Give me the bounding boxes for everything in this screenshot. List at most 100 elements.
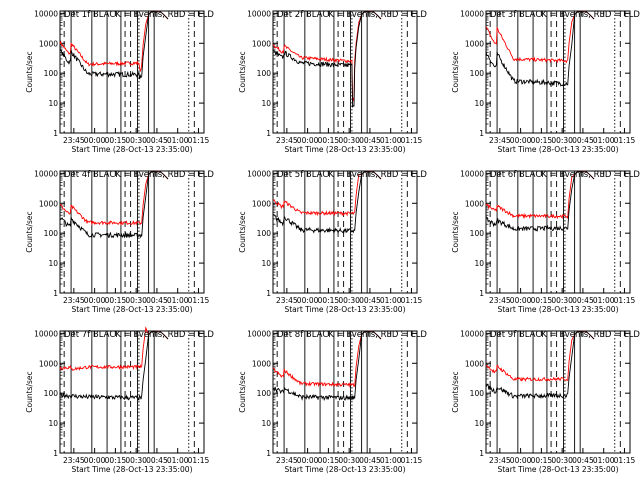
x-tick-label: 00:15 <box>531 296 553 305</box>
x-tick-label: 01:00 <box>593 456 615 465</box>
x-tick-label: 23:45 <box>276 456 298 465</box>
series-events-black <box>272 170 382 235</box>
series-lld-red <box>59 170 169 226</box>
title-detector: Det 7f <box>64 330 93 340</box>
y-axis-label: Counts/sec <box>451 51 460 92</box>
x-tick-label: 00:15 <box>531 136 553 145</box>
y-tick-label: 1 <box>53 129 58 138</box>
panel-title: Det 1f BLACK = Events, RED = LLD <box>64 10 214 20</box>
y-tick-label: 10000 <box>247 9 271 18</box>
series-lld-red <box>272 170 382 217</box>
y-tick-label: 10 <box>261 259 271 268</box>
panel-4: 1 10 100 1000 10000 23:45 00:00 00:15 00:30 00:45… <box>25 169 214 314</box>
y-tick-label: 1000 <box>252 359 271 368</box>
x-tick-label: 01:15 <box>401 136 423 145</box>
title-black-legend: BLACK = Events, <box>93 10 168 20</box>
y-tick-label: 1000 <box>465 199 484 208</box>
title-detector: Det 3f <box>490 10 519 20</box>
x-axis-label: Start Time (28-Oct-13 23:35:00) <box>284 305 405 314</box>
y-tick-label: 1 <box>53 449 58 458</box>
y-tick-label: 1000 <box>252 199 271 208</box>
series-lld-red <box>485 170 595 220</box>
x-tick-label: 23:45 <box>489 136 511 145</box>
series-events-black <box>59 10 169 80</box>
x-tick-label: 23:45 <box>489 456 511 465</box>
panel-title: Det 6f BLACK = Events, RED = LLD <box>490 170 640 180</box>
y-axis-label: Counts/sec <box>25 51 34 92</box>
axes-frame <box>59 170 205 294</box>
x-axis-label: Start Time (28-Oct-13 23:35:00) <box>284 145 405 154</box>
x-tick-label: 01:15 <box>614 296 636 305</box>
x-tick-label: 01:00 <box>167 456 189 465</box>
y-tick-label: 10000 <box>460 9 484 18</box>
x-tick-label: 01:15 <box>188 456 210 465</box>
y-tick-label: 10 <box>261 99 271 108</box>
title-detector: Det 1f <box>64 10 93 20</box>
x-tick-label: 00:30 <box>551 456 573 465</box>
axes-frame <box>59 330 205 454</box>
x-tick-label: 01:00 <box>380 296 402 305</box>
y-axis-label: Counts/sec <box>238 211 247 252</box>
y-axis-label: Counts/sec <box>451 371 460 412</box>
x-tick-label: 01:00 <box>380 136 402 145</box>
x-tick-label: 23:45 <box>489 296 511 305</box>
y-tick-label: 10 <box>48 259 58 268</box>
series-events-black <box>59 330 169 401</box>
y-tick-label: 10000 <box>34 9 58 18</box>
y-tick-label: 10 <box>474 419 484 428</box>
x-tick-label: 00:30 <box>338 136 360 145</box>
y-tick-label: 1 <box>266 449 271 458</box>
title-red-legend: RED = LLD <box>168 10 215 20</box>
axes-frame <box>272 170 418 294</box>
axes-frame <box>485 10 631 134</box>
series-lld-red <box>272 330 382 388</box>
x-tick-label: 00:15 <box>318 296 340 305</box>
series-events-black <box>272 330 382 402</box>
title-red-legend: RED = LLD <box>594 10 640 20</box>
title-red-legend: RED = LLD <box>168 330 215 340</box>
x-tick-label: 00:00 <box>297 296 319 305</box>
x-tick-label: 00:30 <box>338 296 360 305</box>
y-tick-label: 10 <box>48 99 58 108</box>
title-detector: Det 8f <box>277 330 306 340</box>
x-tick-label: 00:00 <box>510 296 532 305</box>
axes-frame <box>59 10 205 134</box>
series-lld-red <box>59 10 169 73</box>
title-detector: Det 6f <box>490 170 519 180</box>
x-tick-label: 01:15 <box>614 456 636 465</box>
x-tick-label: 00:00 <box>84 456 106 465</box>
title-detector: Det 9f <box>490 330 519 340</box>
x-tick-label: 00:45 <box>146 456 168 465</box>
title-detector: Det 2f <box>277 10 306 20</box>
series-events-black <box>59 170 169 239</box>
x-tick-label: 23:45 <box>276 296 298 305</box>
x-tick-label: 01:15 <box>188 136 210 145</box>
y-tick-label: 1 <box>266 129 271 138</box>
series-lld-red <box>272 10 382 102</box>
x-tick-label: 00:45 <box>572 456 594 465</box>
y-tick-label: 1000 <box>252 39 271 48</box>
y-tick-label: 10000 <box>34 169 58 178</box>
title-detector: Det 4f <box>64 170 93 180</box>
x-axis-label: Start Time (28-Oct-13 23:35:00) <box>497 465 618 474</box>
y-tick-label: 100 <box>44 69 59 78</box>
x-tick-label: 00:45 <box>572 296 594 305</box>
panel-title: Det 9f BLACK = Events, RED = LLD <box>490 330 640 340</box>
x-tick-label: 00:00 <box>297 456 319 465</box>
y-tick-label: 1000 <box>465 39 484 48</box>
x-tick-label: 00:15 <box>318 136 340 145</box>
title-black-legend: BLACK = Events, <box>306 10 381 20</box>
title-black-legend: BLACK = Events, <box>93 330 168 340</box>
panel-9: 1 10 100 1000 10000 23:45 00:00 00:15 00:30 00:45… <box>451 329 640 474</box>
x-tick-label: 00:00 <box>84 136 106 145</box>
y-tick-label: 10000 <box>247 169 271 178</box>
y-tick-label: 100 <box>257 229 272 238</box>
title-red-legend: RED = LLD <box>381 330 428 340</box>
x-tick-label: 00:45 <box>146 296 168 305</box>
y-tick-label: 100 <box>44 389 59 398</box>
axes-frame <box>272 10 418 134</box>
x-axis-label: Start Time (28-Oct-13 23:35:00) <box>497 145 618 154</box>
y-tick-label: 1 <box>479 289 484 298</box>
x-tick-label: 00:30 <box>125 456 147 465</box>
y-tick-label: 10 <box>261 419 271 428</box>
